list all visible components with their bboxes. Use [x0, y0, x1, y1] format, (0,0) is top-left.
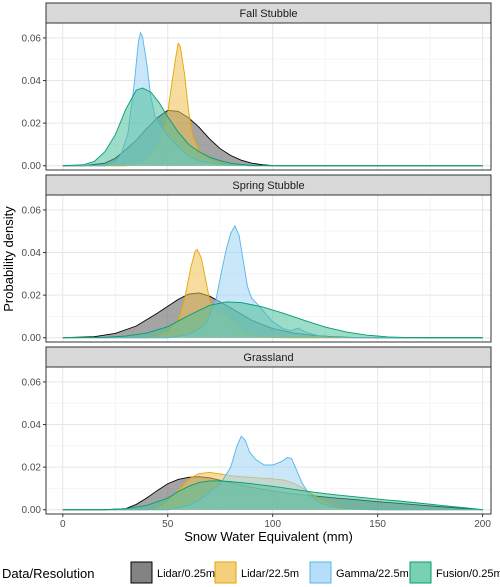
- legend-label-lidar-22-5m: Lidar/22.5m: [241, 568, 299, 580]
- density-line-fusion-0-25m-spring-stubble: [62, 301, 483, 339]
- panel-border: [45, 22, 492, 171]
- panel-spring-stubble: Spring Stubble 0.00 0.02 0.04 0.06: [22, 174, 492, 344]
- legend-key-lidar-22-5m: [214, 561, 237, 584]
- strip-title-fall-stubble: Fall Stubble: [239, 8, 297, 20]
- y-tick-label: 0.00: [22, 161, 42, 172]
- y-tick-label: 0.00: [22, 333, 42, 344]
- x-tick-label: 100: [264, 519, 281, 530]
- legend-title: Data/Resolution: [2, 566, 95, 581]
- legend-label-lidar-0-25m: Lidar/0.25m: [157, 568, 215, 580]
- y-tick-label: 0.00: [22, 505, 42, 516]
- legend-label-fusion-0-25m: Fusion/0.25m: [436, 568, 500, 580]
- y-tick-label: 0.06: [22, 33, 42, 44]
- y-tick-label: 0.04: [22, 248, 42, 259]
- y-tick-label: 0.06: [22, 205, 42, 216]
- x-axis-title: Snow Water Equivalent (mm): [184, 529, 353, 544]
- density-line-fusion-0-25m-grassland: [62, 480, 483, 511]
- x-tick-label: 50: [162, 519, 174, 530]
- density-area-fusion-0-25m-spring-stubble: [62, 301, 483, 338]
- y-tick-label: 0.04: [22, 76, 42, 87]
- y-axis-title: Probability density: [1, 206, 16, 312]
- legend: Data/Resolution Lidar/0.25m Lidar/22.5m Gam…: [2, 561, 500, 584]
- legend-key-lidar-0-25m: [130, 561, 153, 584]
- y-tick-label: 0.04: [22, 420, 42, 431]
- legend-key-fusion-0-25m: [409, 561, 432, 584]
- density-line-fusion-0-25m-fall-stubble: [62, 87, 483, 167]
- density-area-gamma-22-5m-grassland: [62, 436, 483, 510]
- y-tick-label: 0.02: [22, 119, 42, 130]
- x-tick-label: 0: [60, 519, 66, 530]
- x-tick-label: 150: [369, 519, 386, 530]
- density-area-fusion-0-25m-grassland: [62, 480, 483, 510]
- y-tick-label: 0.02: [22, 291, 42, 302]
- y-tick-label: 0.02: [22, 463, 42, 474]
- panel-fall-stubble: Fall Stubble 0.00 0.02 0.04 0.06: [22, 2, 492, 172]
- x-tick-label: 200: [474, 519, 491, 530]
- strip-title-spring-stubble: Spring Stubble: [232, 180, 304, 192]
- density-area-fusion-0-25m-fall-stubble: [62, 87, 483, 166]
- strip-title-grassland: Grassland: [243, 352, 293, 364]
- panel-border: [45, 366, 492, 515]
- legend-key-gamma-22-5m: [309, 561, 332, 584]
- panel-border: [45, 194, 492, 343]
- y-tick-label: 0.06: [22, 377, 42, 388]
- panel-grassland: Grassland 0.00 0.02 0.04 0.06: [22, 346, 492, 516]
- legend-label-gamma-22-5m: Gamma/22.5m: [336, 568, 409, 580]
